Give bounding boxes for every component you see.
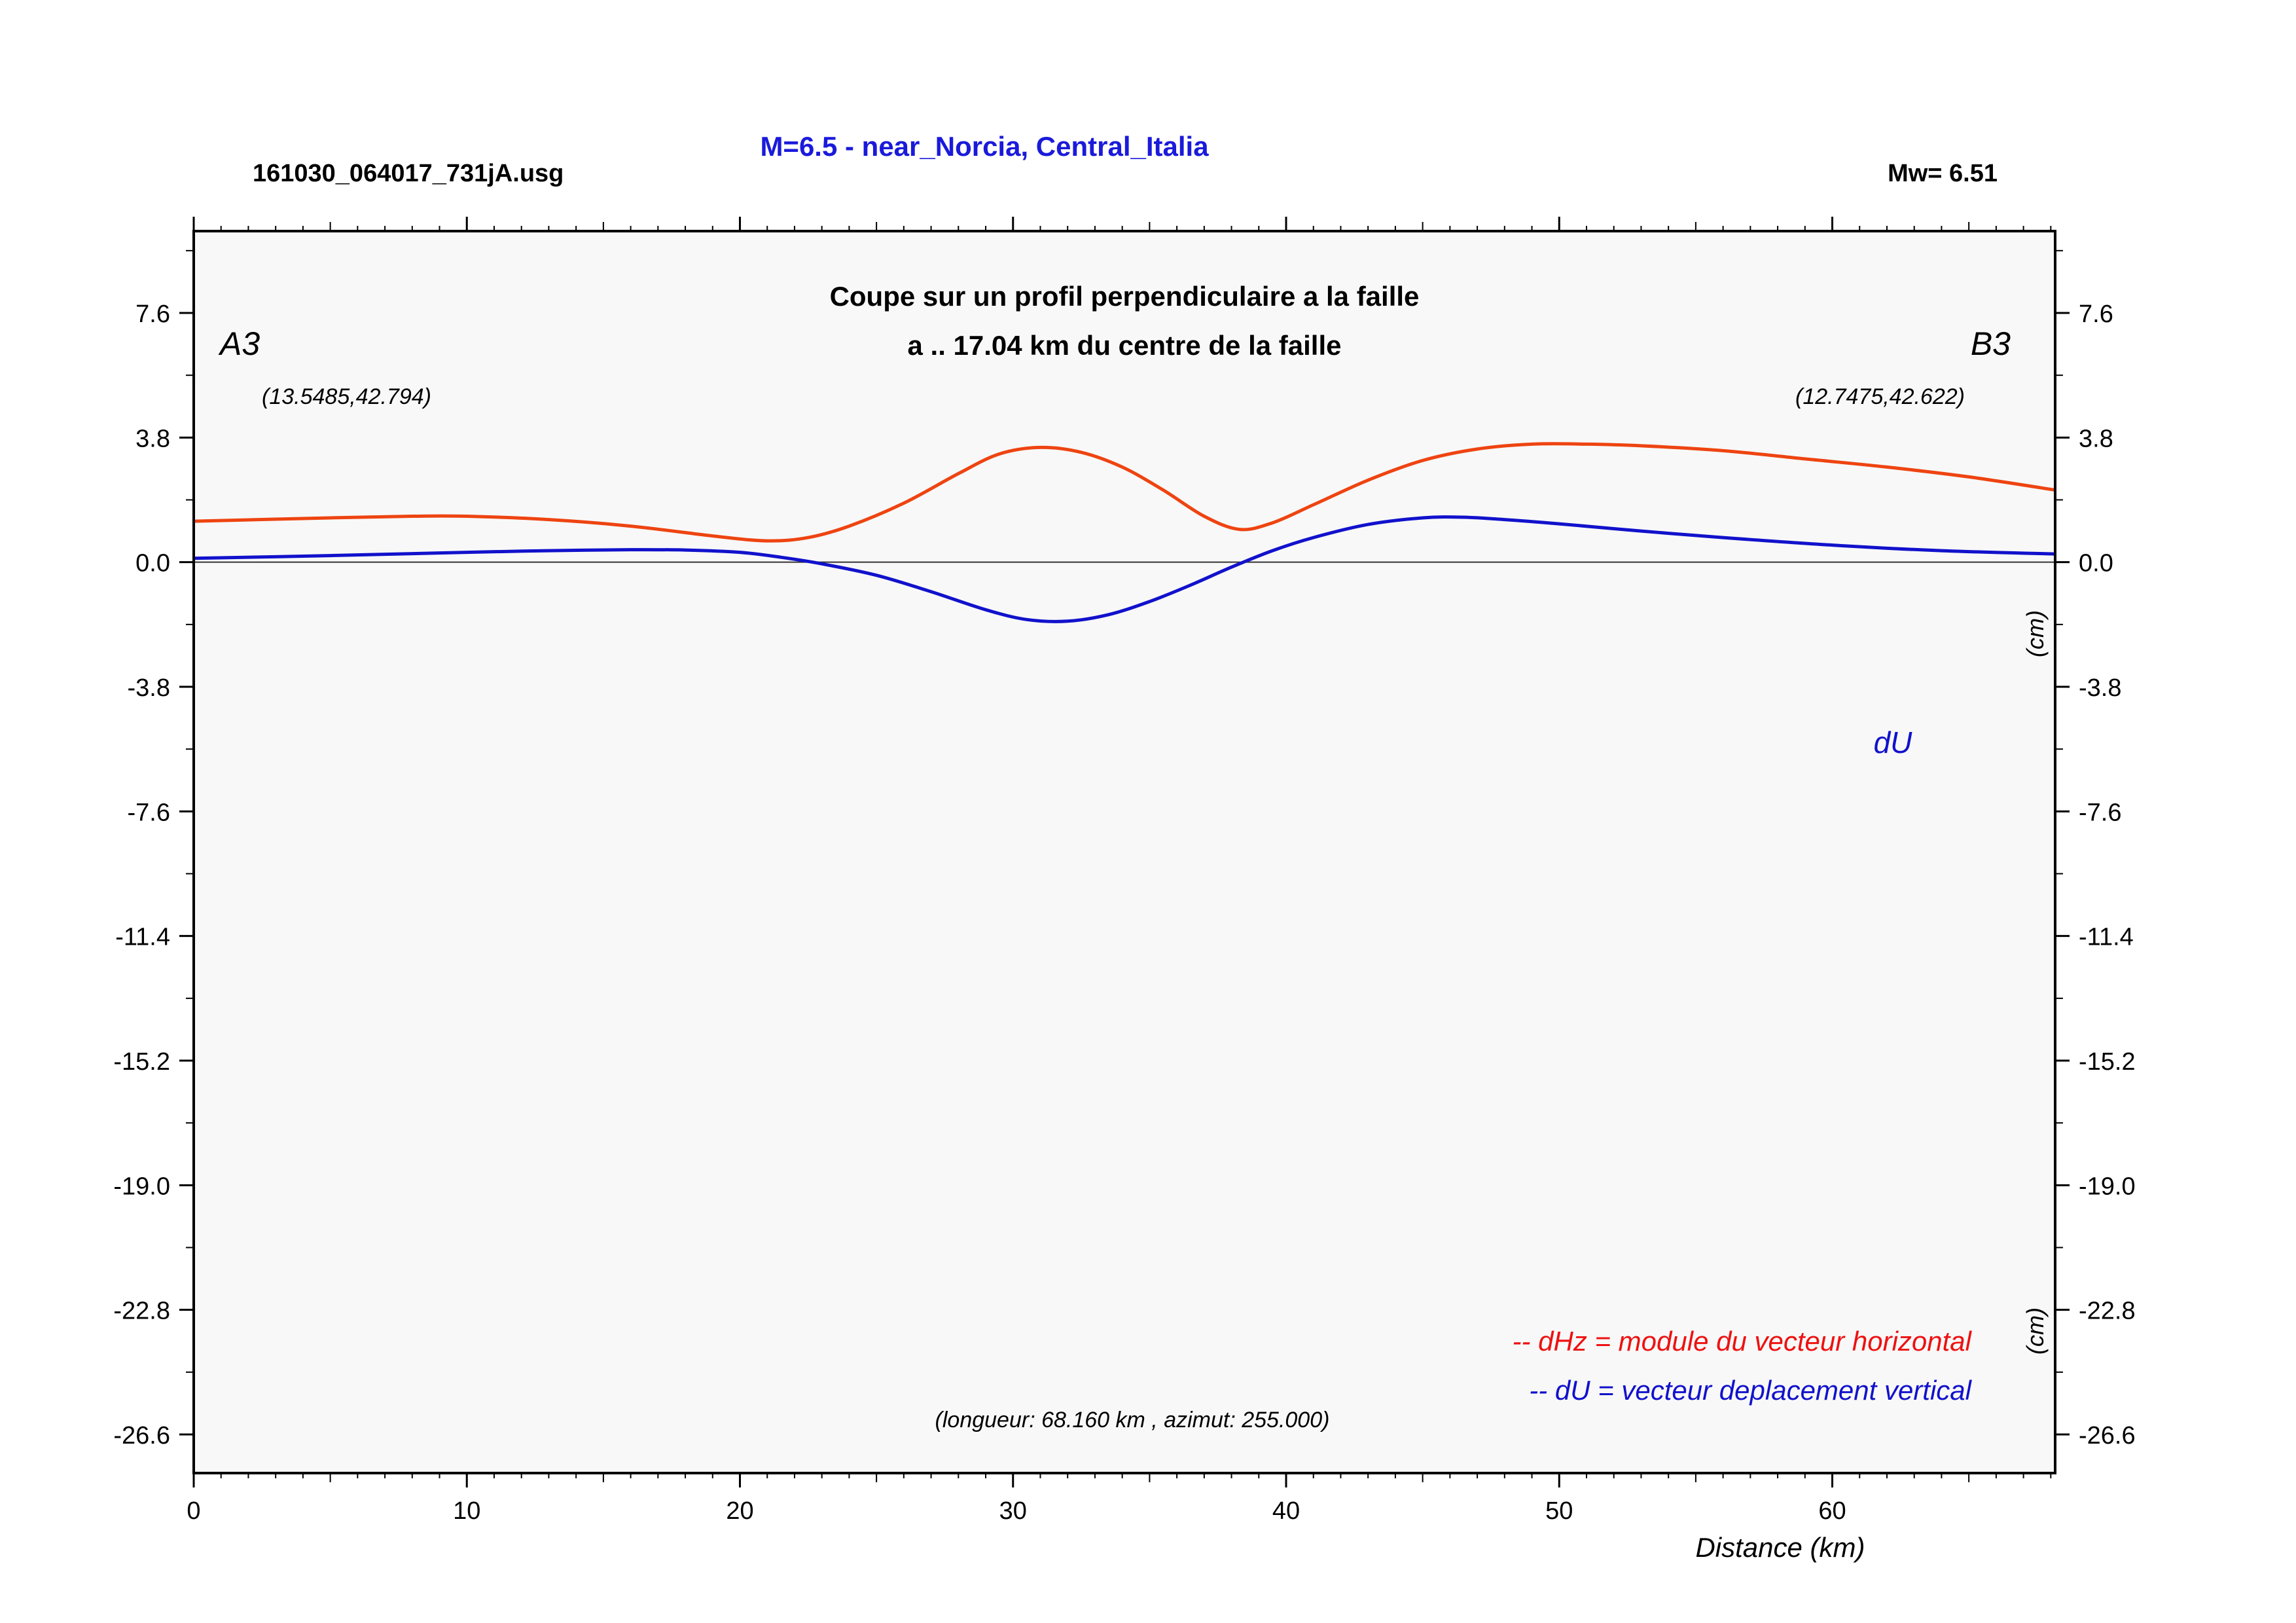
y-tick-label-left: -19.0 — [113, 1173, 170, 1200]
y-tick-label-left: 3.8 — [135, 425, 170, 452]
y-tick-label-left: -15.2 — [113, 1048, 170, 1076]
component-label: dU — [1874, 725, 1913, 759]
legend-entry-du: -- dU = vecteur deplacement vertical — [1529, 1375, 1972, 1406]
file-name: 161030_064017_731jA.usg — [253, 160, 564, 187]
start-point-label: A3 — [218, 325, 260, 362]
chart-title-line1: Coupe sur un profil perpendiculaire a la… — [830, 281, 1420, 312]
legend-entry-dhz: -- dHz = module du vecteur horizontal — [1512, 1326, 1972, 1357]
x-tick-label: 50 — [1545, 1497, 1573, 1525]
y-tick-label-left: -26.6 — [113, 1422, 170, 1450]
start-coordinates: (13.5485,42.794) — [262, 384, 431, 409]
tick-labels: 7.6 7.6 3.8 3.8 0.0 0.0 -3.8 -3.8 -7.6 -7.6 -11.4 -… — [113, 301, 2135, 1525]
x-tick-label: 0 — [187, 1497, 200, 1525]
y-tick-label-right: -15.2 — [2079, 1048, 2136, 1076]
x-tick-label: 20 — [726, 1497, 753, 1525]
y-tick-label-right: -26.6 — [2079, 1422, 2136, 1450]
series-lines — [193, 442, 2056, 623]
event-title: M=6.5 - near_Norcia, Central_Italia — [760, 131, 1209, 162]
profile-info: (longueur: 68.160 km , azimut: 255.000) — [935, 1408, 1330, 1432]
y-tick-label-left: -3.8 — [128, 674, 170, 702]
magnitude-label: Mw= 6.51 — [1888, 160, 1998, 187]
x-axis-label: Distance (km) — [1695, 1532, 1865, 1563]
series-line-du — [193, 515, 2056, 623]
y-tick-label-right: 3.8 — [2079, 425, 2113, 452]
y-tick-label-left: -11.4 — [115, 924, 170, 951]
y-tick-label-right: -11.4 — [2079, 924, 2134, 951]
y-tick-label-right: -22.8 — [2079, 1298, 2136, 1325]
plot-frame — [192, 230, 2056, 1474]
y-tick-label-right: -3.8 — [2079, 674, 2121, 702]
y-tick-label-left: -7.6 — [128, 799, 170, 826]
chart-title-line2: a .. 17.04 km du centre de la faille — [908, 330, 1342, 361]
x-tick-label: 60 — [1818, 1497, 1846, 1525]
y-tick-label-left: 0.0 — [135, 550, 170, 577]
x-tick-label: 10 — [453, 1497, 480, 1525]
unit-label-upper: (cm) — [2022, 610, 2049, 657]
end-point-label: B3 — [1971, 325, 2011, 362]
y-tick-label-right: 0.0 — [2079, 550, 2113, 577]
y-tick-label-left: 7.6 — [135, 301, 170, 328]
y-tick-label-right: -19.0 — [2079, 1173, 2136, 1200]
series-line-dhz — [193, 442, 2056, 543]
y-tick-label-right: -7.6 — [2079, 799, 2121, 826]
unit-label-lower: (cm) — [2022, 1307, 2049, 1355]
plot-area — [194, 231, 2055, 1473]
y-tick-label-right: 7.6 — [2079, 301, 2113, 328]
y-tick-label-left: -22.8 — [113, 1298, 170, 1325]
x-tick-label: 30 — [999, 1497, 1027, 1525]
x-tick-label: 40 — [1272, 1497, 1300, 1525]
end-coordinates: (12.7475,42.622) — [1795, 384, 1965, 409]
